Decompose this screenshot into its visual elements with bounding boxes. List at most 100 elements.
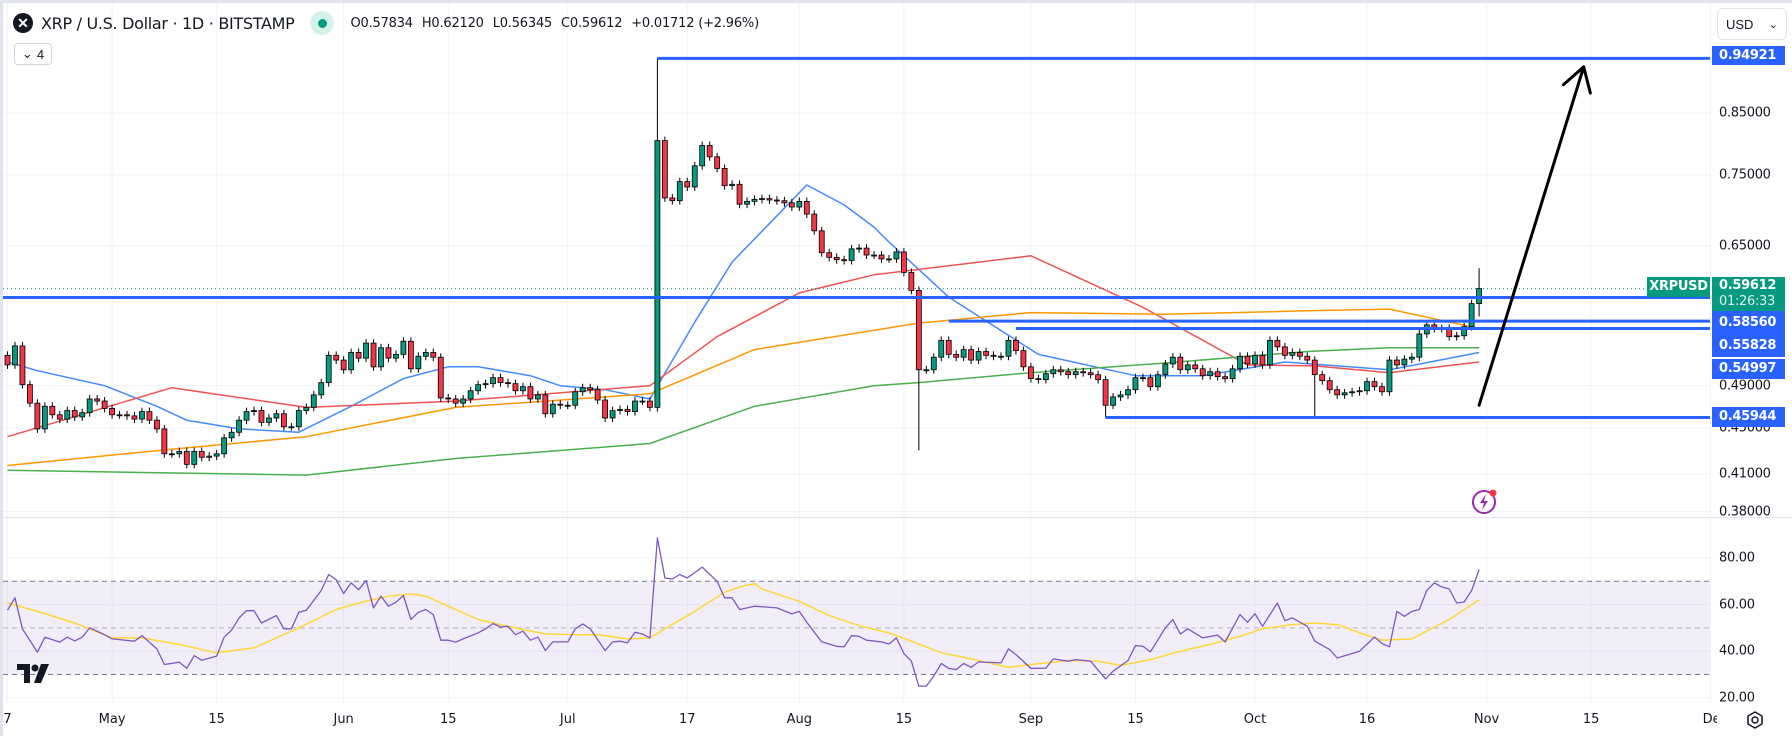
candle <box>1050 365 1057 378</box>
candle <box>1267 336 1273 369</box>
candle <box>1237 352 1243 373</box>
candle-body-down <box>497 377 504 384</box>
candle <box>915 286 922 451</box>
market-open-dot-icon[interactable] <box>310 11 335 35</box>
candle <box>415 352 422 373</box>
time-tick-label: 17 <box>678 712 696 727</box>
candle-body-up <box>930 356 937 371</box>
candle-body-up <box>886 258 892 261</box>
candle <box>878 251 885 263</box>
candle-body-up <box>1453 335 1460 338</box>
candle <box>1199 364 1206 380</box>
candle <box>684 177 691 191</box>
candle-body-up <box>1117 394 1124 398</box>
candle-body-down <box>1035 378 1042 381</box>
candle-body-up <box>1364 381 1370 392</box>
xrp-logo-icon: ✕ <box>13 13 33 33</box>
candle <box>71 406 78 421</box>
candle-body-down <box>34 402 41 430</box>
candle <box>1042 369 1049 384</box>
candle <box>617 405 623 415</box>
low-value: L0.56345 <box>492 15 553 31</box>
grid <box>3 3 1710 703</box>
candle-body-down <box>908 271 915 291</box>
candle-body-down <box>915 289 922 371</box>
candle <box>699 141 706 170</box>
candle <box>1005 336 1012 361</box>
candle-body-up <box>856 247 862 250</box>
candle <box>1184 360 1191 374</box>
candle-body-down <box>1095 374 1102 381</box>
candle <box>766 194 773 204</box>
chevron-down-icon: ⌄ <box>21 46 33 61</box>
pane-separator[interactable] <box>3 517 1792 518</box>
candle-body-down <box>714 156 721 169</box>
candle <box>445 393 452 403</box>
candle-body-down <box>1326 380 1333 391</box>
candle-body-down <box>333 354 340 361</box>
candle-body-up <box>1408 356 1415 360</box>
candle <box>774 196 780 205</box>
currency-select[interactable]: USD ⌄ <box>1717 8 1787 40</box>
candle <box>1289 348 1296 360</box>
tradingview-logo-icon[interactable] <box>15 661 55 687</box>
candle <box>482 379 489 389</box>
candle <box>131 411 138 424</box>
candle-body-down <box>781 200 788 204</box>
rsi-pane <box>3 537 1710 687</box>
candle-body-down <box>788 202 795 208</box>
candle-body-up <box>1237 355 1243 370</box>
candle <box>803 197 810 219</box>
candle <box>1154 370 1161 391</box>
candle-body-down <box>863 247 870 256</box>
time-tick-label: 15 <box>895 712 913 727</box>
settings-gear-icon[interactable] <box>1745 710 1765 730</box>
candle <box>198 447 205 462</box>
candle-body-up <box>1386 359 1393 393</box>
candle-body-up <box>1005 339 1012 357</box>
change-value: +0.01712 (+2.96%) <box>631 15 759 31</box>
candle <box>295 406 302 431</box>
candle-body-up <box>64 410 71 420</box>
candle <box>1341 388 1348 399</box>
close-value: C0.59612 <box>561 15 623 31</box>
candle-body-up <box>1140 377 1146 380</box>
time-tick-label: Nov <box>1473 712 1500 727</box>
candle-body-up <box>1349 391 1355 394</box>
candle-body-up <box>564 404 571 407</box>
price-tick-label: 0.75000 <box>1719 167 1771 183</box>
chart-canvas[interactable] <box>3 3 1710 703</box>
price-tick-label: 0.41000 <box>1719 466 1771 482</box>
candle <box>325 351 332 387</box>
candle-body-down <box>557 403 564 406</box>
candle <box>1080 367 1087 377</box>
candle <box>632 397 638 416</box>
candle-body-down <box>27 384 33 404</box>
candle-body-up <box>848 248 855 261</box>
candle-body-up <box>691 165 698 188</box>
candle <box>1304 352 1311 365</box>
candle <box>609 406 616 422</box>
level-labels-group: 0.58560 0.55828 <box>1712 311 1785 357</box>
candle-body-up <box>759 198 765 201</box>
candle <box>1408 353 1415 364</box>
symbol-title[interactable]: XRP / U.S. Dollar · 1D · BITSTAMP <box>41 13 295 33</box>
candle-body-up <box>243 411 250 421</box>
price-axis-border <box>1710 3 1711 703</box>
candle <box>1140 373 1146 382</box>
candle <box>460 395 467 408</box>
lightning-alert-icon[interactable] <box>1469 486 1501 518</box>
indicators-toggle-button[interactable]: ⌄ 4 <box>14 43 52 65</box>
candle-body-up <box>1169 356 1176 365</box>
candle <box>467 386 474 403</box>
candle-body-up <box>1110 396 1116 406</box>
candle <box>251 406 257 416</box>
candle-body-up <box>1132 377 1139 391</box>
candle-body-up <box>393 353 399 359</box>
candle-body-up <box>975 351 982 361</box>
candle-body-up <box>1050 369 1057 375</box>
candle-body-down <box>1274 339 1281 348</box>
candle <box>1281 342 1288 360</box>
candle <box>788 198 795 211</box>
level-label-0.45944: 0.45944 <box>1712 407 1785 427</box>
